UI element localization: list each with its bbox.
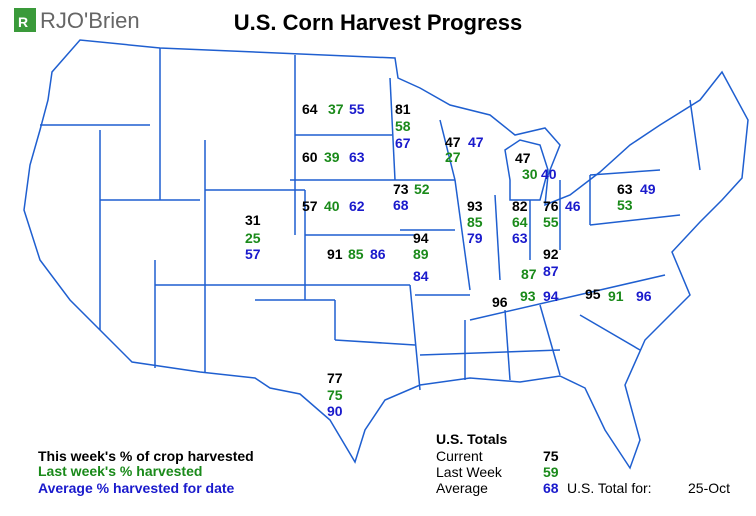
state-current: 76 — [543, 198, 559, 214]
us-outline — [23, 39, 749, 470]
state-average: 67 — [395, 135, 411, 151]
us-map — [23, 39, 749, 470]
totals-date: 25-Oct — [688, 480, 730, 496]
border — [504, 309, 511, 381]
state-last-week: 91 — [608, 288, 624, 304]
state-average: 90 — [327, 403, 343, 419]
logo-icon — [14, 8, 36, 32]
state-last-week: 85 — [348, 246, 364, 262]
border — [389, 77, 396, 181]
border — [589, 214, 681, 226]
border — [419, 349, 561, 356]
legend-current: This week's % of crop harvested — [38, 448, 254, 464]
state-current: 92 — [543, 246, 559, 262]
legend-average: Average % harvested for date — [38, 480, 235, 496]
legend-last-week: Last week's % harvested — [38, 463, 202, 479]
totals-label: Average — [436, 480, 488, 496]
state-last-week: 75 — [327, 387, 343, 403]
state-last-week: 25 — [245, 230, 261, 246]
state-last-week: 55 — [543, 214, 559, 230]
state-average: 47 — [468, 134, 484, 150]
state-average: 55 — [349, 101, 365, 117]
border — [589, 169, 661, 176]
state-last-week: 89 — [413, 246, 429, 262]
state-current: 93 — [467, 198, 483, 214]
state-current: 57 — [302, 198, 318, 214]
state-current: 91 — [327, 246, 343, 262]
logo-text: RJO'Brien — [40, 8, 140, 33]
border — [469, 274, 666, 321]
state-average: 63 — [512, 230, 528, 246]
state-current: 47 — [445, 134, 461, 150]
border — [539, 304, 561, 376]
state-last-week: 85 — [467, 214, 483, 230]
state-last-week: 30 — [522, 166, 538, 182]
title: U.S. Corn Harvest Progress — [234, 10, 523, 35]
state-last-week: 39 — [324, 149, 340, 165]
totals-label: Current — [436, 448, 483, 464]
state-last-week: 93 — [520, 288, 536, 304]
totals-label: Last Week — [436, 464, 503, 480]
state-current: 64 — [302, 101, 318, 117]
state-current: 31 — [245, 212, 261, 228]
totals-value: 75 — [543, 448, 559, 464]
state-last-week: 27 — [445, 149, 461, 165]
state-average: 68 — [393, 197, 409, 213]
state-average: 79 — [467, 230, 483, 246]
state-current: 81 — [395, 101, 411, 117]
border — [409, 284, 421, 391]
border — [494, 194, 501, 281]
state-average: 49 — [640, 181, 656, 197]
state-average: 62 — [349, 198, 365, 214]
state-average: 96 — [636, 288, 652, 304]
border — [689, 99, 701, 171]
state-last-week: 40 — [324, 198, 340, 214]
state-current: 77 — [327, 370, 343, 386]
state-average: 57 — [245, 246, 261, 262]
state-current: 60 — [302, 149, 318, 165]
border — [579, 314, 641, 351]
state-average: 86 — [370, 246, 386, 262]
totals-value: 68 — [543, 480, 559, 496]
logo-mark: R — [18, 14, 28, 30]
totals-value: 59 — [543, 464, 559, 480]
state-last-week: 64 — [512, 214, 528, 230]
state-average: 46 — [565, 198, 581, 214]
state-last-week: 53 — [617, 197, 633, 213]
state-last-week: 87 — [521, 266, 537, 282]
state-current: 95 — [585, 286, 601, 302]
state-current: 63 — [617, 181, 633, 197]
state-current: 73 — [393, 181, 409, 197]
state-current: 96 — [492, 294, 508, 310]
michigan — [504, 139, 549, 201]
border — [334, 339, 416, 346]
totals-date-label: U.S. Total for: — [567, 480, 652, 496]
border — [439, 119, 456, 181]
state-last-week: 58 — [395, 118, 411, 134]
state-current: 82 — [512, 198, 528, 214]
border — [454, 179, 471, 291]
state-last-week: 52 — [414, 181, 430, 197]
state-average: 87 — [543, 263, 559, 279]
state-average: 63 — [349, 149, 365, 165]
state-current: 94 — [413, 230, 429, 246]
state-current: 47 — [515, 150, 531, 166]
state-average: 40 — [541, 166, 557, 182]
state-average: 94 — [543, 288, 559, 304]
state-average: 84 — [413, 268, 429, 284]
state-last-week: 37 — [328, 101, 344, 117]
totals-title: U.S. Totals — [436, 431, 508, 447]
